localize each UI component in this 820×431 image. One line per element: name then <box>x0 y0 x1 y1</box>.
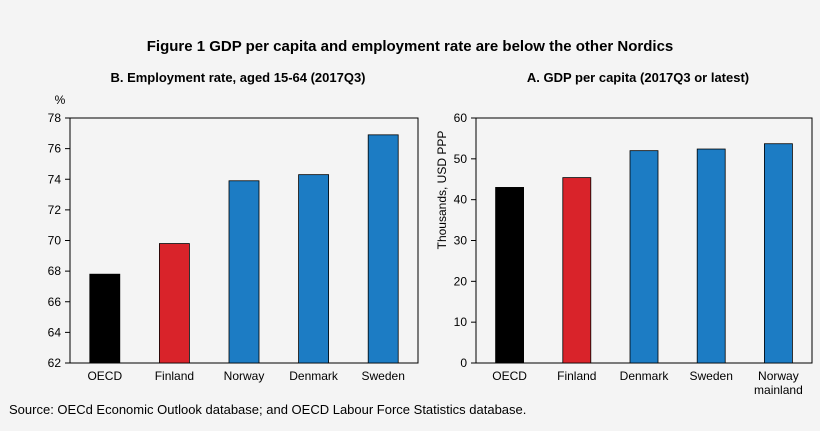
employment-x-tick-label: Finland <box>155 369 194 383</box>
gdp-bar-sweden <box>696 148 726 364</box>
gdp-y-tick-label: 10 <box>454 315 468 329</box>
gdp-y-tick-label: 60 <box>454 111 468 125</box>
gdp-y-tick-label: 40 <box>454 193 468 207</box>
employment-y-tick-label: 68 <box>48 264 62 278</box>
employment-y-tick-label: 64 <box>48 325 62 339</box>
employment-x-tick-label: Norway <box>224 369 265 383</box>
gdp-bar-norway-mainland <box>764 143 793 364</box>
figure-title: Figure 1 GDP per capita and employment r… <box>146 38 674 55</box>
employment-x-tick-label: OECD <box>87 369 122 383</box>
employment-y-tick-label: 72 <box>48 203 62 217</box>
gdp-bar-oecd <box>495 187 525 364</box>
employment-y-tick-label: 66 <box>48 295 62 309</box>
employment-bar-finland <box>158 243 190 364</box>
gdp-bar-denmark <box>629 150 659 364</box>
gdp-chart-title: A. GDP per capita (2017Q3 or latest) <box>527 70 749 85</box>
employment-bar-oecd <box>89 273 121 364</box>
employment-y-tick-label: 74 <box>48 172 62 186</box>
employment-y-tick-label: 70 <box>48 234 62 248</box>
gdp-y-tick-label: 0 <box>460 356 467 370</box>
gdp-x-tick-label: Finland <box>557 369 596 383</box>
employment-y-tick-label: 62 <box>48 356 62 370</box>
gdp-y-tick-label: 50 <box>454 152 468 166</box>
gdp-bar-finland <box>562 177 592 364</box>
gdp-y-tick-label: 30 <box>454 234 468 248</box>
source-note: Source: OECd Economic Outlook database; … <box>9 402 527 417</box>
employment-x-tick-label: Denmark <box>289 369 339 383</box>
gdp-x-tick-label: OECD <box>492 369 527 383</box>
employment-y-tick-label: 76 <box>48 142 62 156</box>
employment-x-tick-label: Sweden <box>362 369 405 383</box>
gdp-x-tick-label: Norway <box>758 369 799 383</box>
gdp-x-tick-label: Sweden <box>690 369 733 383</box>
employment-bar-sweden <box>367 134 399 364</box>
employment-bar-norway <box>228 180 260 364</box>
gdp-x-tick-label: mainland <box>754 383 803 397</box>
employment-bar-denmark <box>298 174 330 364</box>
gdp-x-tick-label: Denmark <box>620 369 670 383</box>
employment-y-tick-label: 78 <box>48 111 62 125</box>
gdp-y-axis-label: Thousands, USD PPP <box>435 131 449 250</box>
employment-y-axis-label: % <box>55 93 66 107</box>
gdp-y-tick-label: 20 <box>454 274 468 288</box>
employment-chart-title: B. Employment rate, aged 15-64 (2017Q3) <box>110 70 365 85</box>
